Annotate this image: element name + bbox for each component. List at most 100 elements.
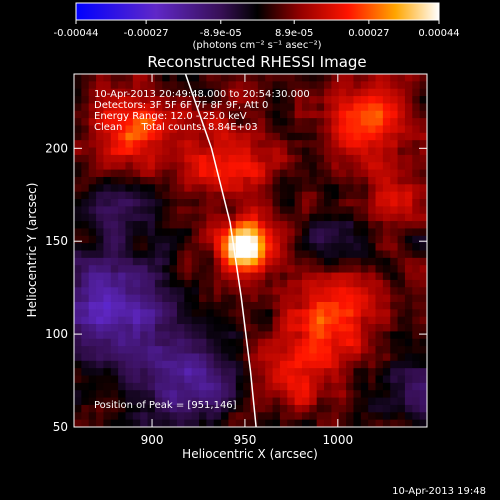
- heatmap-cell: [272, 412, 281, 421]
- heatmap-cell: [301, 272, 310, 281]
- heatmap-cell: [272, 265, 281, 273]
- heatmap-cell: [397, 206, 406, 215]
- heatmap-cell: [390, 103, 398, 112]
- heatmap-cell: [162, 338, 170, 347]
- heatmap-cell: [375, 221, 384, 229]
- heatmap-cell: [272, 184, 281, 193]
- heatmap-cell: [279, 96, 288, 104]
- heatmap-cell: [206, 96, 215, 104]
- heatmap-cell: [338, 147, 347, 156]
- heatmap-cell: [147, 390, 156, 398]
- heatmap-cell: [74, 118, 82, 126]
- heatmap-cell: [360, 235, 369, 244]
- heatmap-cell: [331, 279, 340, 288]
- heatmap-cell: [419, 213, 428, 222]
- heatmap-cell: [382, 118, 391, 126]
- heatmap-cell: [324, 213, 332, 222]
- heatmap-cell: [199, 272, 207, 281]
- heatmap-cell: [169, 96, 178, 104]
- heatmap-cell: [125, 176, 134, 185]
- heatmap-cell: [103, 184, 112, 193]
- heatmap-cell: [331, 243, 340, 251]
- heatmap-cell: [419, 346, 428, 354]
- heatmap-cell: [382, 287, 391, 296]
- heatmap-cell: [206, 176, 215, 185]
- heatmap-cell: [74, 243, 82, 251]
- heatmap-cell: [338, 301, 347, 310]
- heatmap-cell: [375, 147, 384, 156]
- heatmap-cell: [412, 162, 421, 170]
- heatmap-cell: [404, 191, 413, 200]
- heatmap-cell: [176, 294, 185, 303]
- heatmap-cell: [338, 272, 347, 281]
- heatmap-cell: [213, 316, 222, 325]
- heatmap-cell: [309, 301, 318, 310]
- heatmap-cell: [368, 412, 376, 421]
- heatmap-cell: [206, 206, 215, 215]
- heatmap-cell: [206, 412, 215, 421]
- heatmap-cell: [96, 140, 104, 148]
- heatmap-cell: [338, 353, 347, 362]
- heatmap-cell: [147, 331, 156, 340]
- heatmap-cell: [118, 243, 126, 251]
- heatmap-cell: [103, 360, 112, 369]
- heatmap-cell: [118, 110, 126, 119]
- heatmap-cell: [338, 309, 347, 318]
- heatmap-cell: [88, 96, 97, 104]
- heatmap-cell: [243, 154, 251, 163]
- heatmap-cell: [250, 169, 259, 178]
- heatmap-cell: [213, 140, 222, 148]
- heatmap-cell: [176, 206, 185, 215]
- annotation-line: Detectors: 3F 5F 6F 7F 8F 9F, Att 0: [94, 100, 268, 111]
- heatmap-cell: [316, 176, 325, 185]
- heatmap-cell: [213, 110, 222, 119]
- heatmap-cell: [316, 221, 325, 229]
- heatmap-cell: [118, 382, 126, 391]
- heatmap-cell: [412, 243, 421, 251]
- heatmap-cell: [243, 250, 251, 259]
- heatmap-cell: [235, 162, 244, 170]
- heatmap-cell: [213, 132, 222, 141]
- heatmap-cell: [74, 375, 82, 384]
- heatmap-cell: [368, 88, 376, 97]
- heatmap-cell: [272, 250, 281, 259]
- heatmap-cell: [206, 272, 215, 281]
- heatmap-cell: [228, 74, 237, 82]
- heatmap-cell: [272, 279, 281, 288]
- heatmap-cell: [169, 74, 178, 82]
- heatmap-cell: [404, 162, 413, 170]
- heatmap-cell: [279, 404, 288, 413]
- heatmap-cell: [103, 147, 112, 156]
- heatmap-cell: [412, 324, 421, 332]
- heatmap-cell: [103, 74, 112, 82]
- heatmap-cell: [265, 309, 273, 318]
- heatmap-cell: [316, 162, 325, 170]
- heatmap-cell: [228, 162, 237, 170]
- heatmap-cell: [235, 184, 244, 193]
- heatmap-cell: [368, 368, 376, 376]
- heatmap-cell: [88, 382, 97, 391]
- heatmap-cell: [147, 228, 156, 237]
- heatmap-cell: [154, 382, 163, 391]
- heatmap-cell: [213, 176, 222, 185]
- heatmap-cell: [338, 419, 347, 428]
- heatmap-cell: [257, 103, 266, 112]
- heatmap-cell: [250, 257, 259, 266]
- heatmap-cell: [382, 324, 391, 332]
- heatmap-cell: [81, 331, 90, 340]
- heatmap-cell: [316, 265, 325, 273]
- heatmap-cell: [147, 353, 156, 362]
- heatmap-cell: [184, 213, 193, 222]
- heatmap-cell: [397, 169, 406, 178]
- heatmap-cell: [412, 132, 421, 141]
- heatmap-cell: [375, 228, 384, 237]
- heatmap-cell: [287, 272, 296, 281]
- heatmap-cell: [176, 191, 185, 200]
- heatmap-cell: [213, 301, 222, 310]
- heatmap-cell: [176, 368, 185, 376]
- heatmap-cell: [147, 184, 156, 193]
- heatmap-cell: [346, 169, 354, 178]
- heatmap-cell: [132, 368, 141, 376]
- heatmap-cell: [316, 287, 325, 296]
- heatmap-cell: [162, 132, 170, 141]
